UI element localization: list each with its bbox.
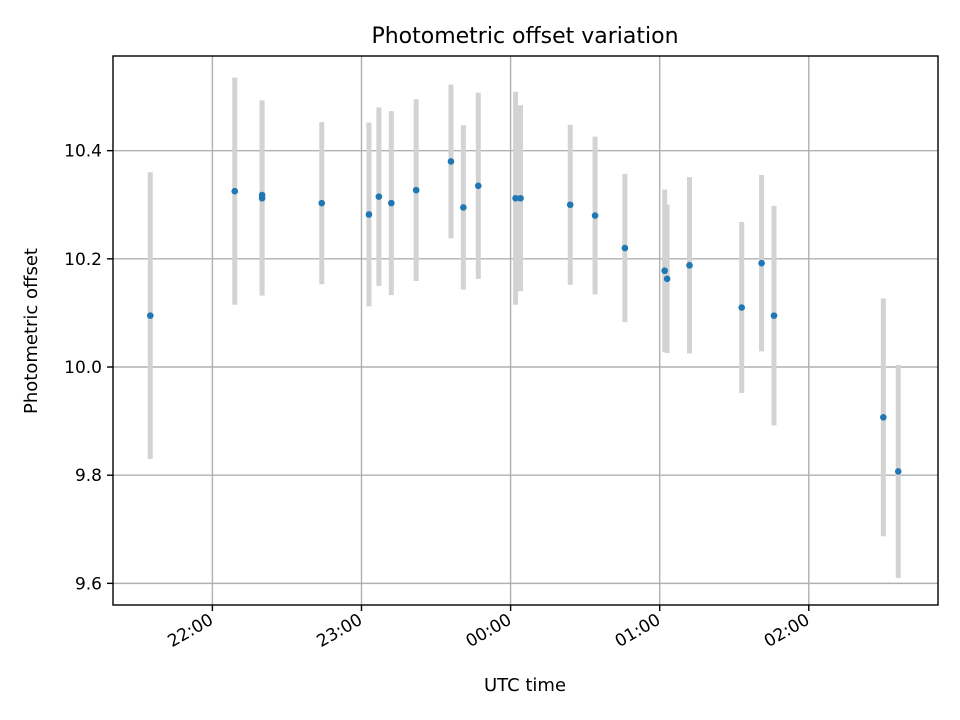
data-point — [447, 158, 455, 165]
y-tick-label: 10.4 — [64, 142, 102, 162]
data-point — [231, 187, 239, 195]
y-tick-label: 9.8 — [75, 466, 102, 486]
y-axis-label: Photometric offset — [21, 248, 42, 414]
y-tick-label: 9.6 — [75, 574, 102, 594]
data-point — [375, 193, 383, 200]
data-point — [318, 199, 326, 207]
data-point — [661, 267, 668, 275]
data-point — [412, 186, 420, 194]
data-point — [258, 191, 266, 199]
chart-title: Photometric offset variation — [371, 24, 678, 49]
data-point — [880, 414, 887, 421]
data-point — [621, 244, 629, 252]
data-point — [770, 312, 778, 319]
x-axis-label: UTC time — [484, 675, 566, 696]
plot-frame — [112, 55, 939, 606]
data-point — [365, 211, 373, 218]
data-point — [591, 212, 599, 219]
y-axis-ticks: 9.6 9.8 10.0 10.2 10.4 — [64, 142, 113, 594]
data-point — [512, 194, 519, 202]
data-point — [388, 199, 395, 207]
data-point — [460, 204, 467, 211]
data-point — [894, 468, 902, 475]
data-point — [758, 259, 765, 267]
data-point — [738, 304, 745, 311]
y-tick-label: 10.2 — [64, 250, 102, 270]
grid-lines — [113, 56, 938, 605]
y-tick-label: 10.0 — [64, 358, 102, 378]
data-point — [566, 201, 574, 209]
data-point — [146, 312, 154, 319]
data-points — [146, 158, 902, 475]
data-point — [663, 275, 671, 283]
data-point — [686, 262, 693, 269]
data-point — [517, 194, 524, 202]
data-point — [474, 182, 482, 190]
